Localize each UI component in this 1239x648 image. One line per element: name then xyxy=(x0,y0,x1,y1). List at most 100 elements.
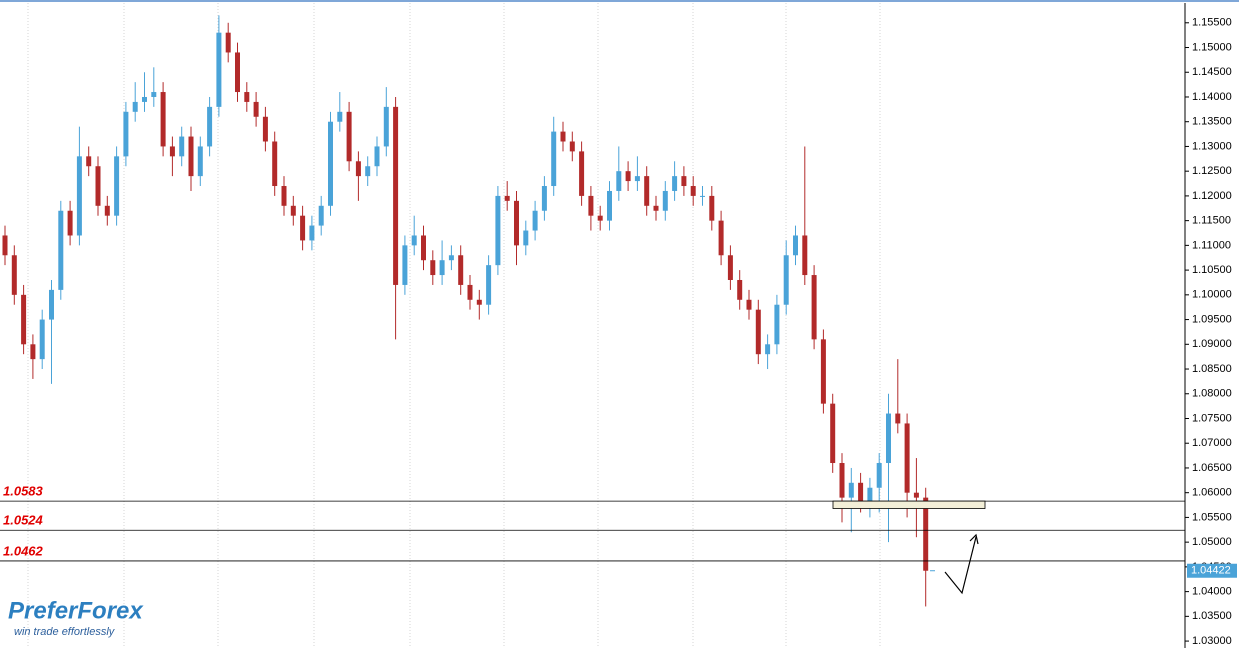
candle-body xyxy=(244,92,250,102)
candle-body xyxy=(616,171,622,191)
level-label: 1.0524 xyxy=(3,513,44,528)
candle-body xyxy=(467,284,473,300)
candle-body xyxy=(830,403,836,464)
y-tick-label: 1.05000 xyxy=(1192,536,1232,548)
candle-body xyxy=(662,190,668,211)
candle-body xyxy=(39,319,45,360)
candle-body xyxy=(76,156,82,236)
candle-body xyxy=(765,344,771,355)
candle-body xyxy=(132,101,138,112)
candle-body xyxy=(169,146,175,157)
candle-body xyxy=(551,131,557,187)
y-tick-label: 1.07500 xyxy=(1192,412,1232,424)
candle-body xyxy=(746,299,752,310)
candle-body xyxy=(11,255,17,295)
y-tick-label: 1.03000 xyxy=(1192,635,1232,647)
candle-body xyxy=(625,171,631,182)
candle-body xyxy=(653,205,659,211)
candle-body xyxy=(913,492,919,498)
candle-body xyxy=(67,210,73,236)
candle-body xyxy=(514,200,519,246)
y-tick-label: 1.06500 xyxy=(1192,462,1232,474)
y-tick-label: 1.07000 xyxy=(1192,437,1232,449)
y-tick-label: 1.08500 xyxy=(1192,363,1232,375)
candle-body xyxy=(904,423,910,493)
candle-body xyxy=(123,111,129,157)
candle-body xyxy=(439,260,445,276)
candle-body xyxy=(820,339,826,404)
current-price-label: 1.04422 xyxy=(1191,565,1231,577)
y-tick-label: 1.11000 xyxy=(1192,239,1231,251)
y-tick-label: 1.08000 xyxy=(1192,388,1232,400)
y-tick-label: 1.06000 xyxy=(1192,487,1232,499)
candle-body xyxy=(365,166,371,177)
candle-body xyxy=(523,230,529,246)
y-tick-label: 1.15000 xyxy=(1192,41,1232,53)
candle-body xyxy=(895,413,901,424)
candle-body xyxy=(86,156,92,167)
y-tick-label: 1.12000 xyxy=(1192,190,1232,202)
candle-body xyxy=(718,220,724,256)
candle-body xyxy=(383,106,389,147)
y-tick-label: 1.05500 xyxy=(1192,511,1232,523)
candle-body xyxy=(281,186,287,206)
candle-body xyxy=(188,136,194,177)
candle-body xyxy=(225,32,231,53)
zone xyxy=(832,500,986,509)
candle-body xyxy=(607,190,612,221)
candle-body xyxy=(448,255,454,261)
arrow-head xyxy=(969,533,979,545)
candle-body xyxy=(532,210,538,231)
y-tick-label: 1.15500 xyxy=(1192,17,1232,29)
candle-body xyxy=(160,92,166,147)
candle-body xyxy=(58,210,64,290)
arrow xyxy=(944,536,977,595)
candle-body xyxy=(569,141,575,152)
logo-tagline: win trade effortlessly xyxy=(14,626,116,638)
candle-body xyxy=(923,497,929,571)
y-tick-label: 1.11500 xyxy=(1192,215,1231,227)
time-separators xyxy=(27,3,881,648)
y-tick-label: 1.14000 xyxy=(1192,91,1232,103)
candle-body xyxy=(309,225,315,241)
candle-body xyxy=(690,186,696,196)
candle-body xyxy=(858,482,864,503)
candle-body xyxy=(421,235,426,261)
candle-body xyxy=(672,176,678,191)
candle-body xyxy=(504,195,510,201)
candle-body xyxy=(700,195,705,197)
y-tick-label: 1.14500 xyxy=(1192,66,1232,78)
candle-body xyxy=(774,304,780,345)
candle-body xyxy=(346,111,352,162)
candle-body xyxy=(104,205,110,216)
level-label: 1.0583 xyxy=(3,484,44,499)
candle-body xyxy=(300,215,306,241)
candle-body xyxy=(114,156,120,216)
candle-body xyxy=(793,235,798,256)
candle-body xyxy=(634,176,640,182)
candle-body xyxy=(430,260,436,276)
candle-body xyxy=(737,279,743,300)
candle-body xyxy=(95,166,101,206)
candle-body xyxy=(476,299,482,305)
candle-body xyxy=(235,52,240,93)
candle-body xyxy=(355,161,361,177)
candle-body xyxy=(328,121,333,206)
candle-body xyxy=(272,141,278,187)
candle-body xyxy=(374,146,380,167)
candle-body xyxy=(486,265,492,305)
y-tick-label: 1.13500 xyxy=(1192,116,1232,128)
candle-body xyxy=(337,111,343,122)
candle-body xyxy=(179,136,185,157)
y-tick-label: 1.09500 xyxy=(1192,313,1232,325)
candle-body xyxy=(541,186,547,211)
candle-body xyxy=(411,235,417,246)
candle-body xyxy=(30,344,36,360)
candle-body xyxy=(290,205,296,216)
candle-body xyxy=(458,255,464,285)
candle-body xyxy=(393,106,399,285)
candle-body xyxy=(560,131,566,142)
candle-body xyxy=(207,106,213,147)
